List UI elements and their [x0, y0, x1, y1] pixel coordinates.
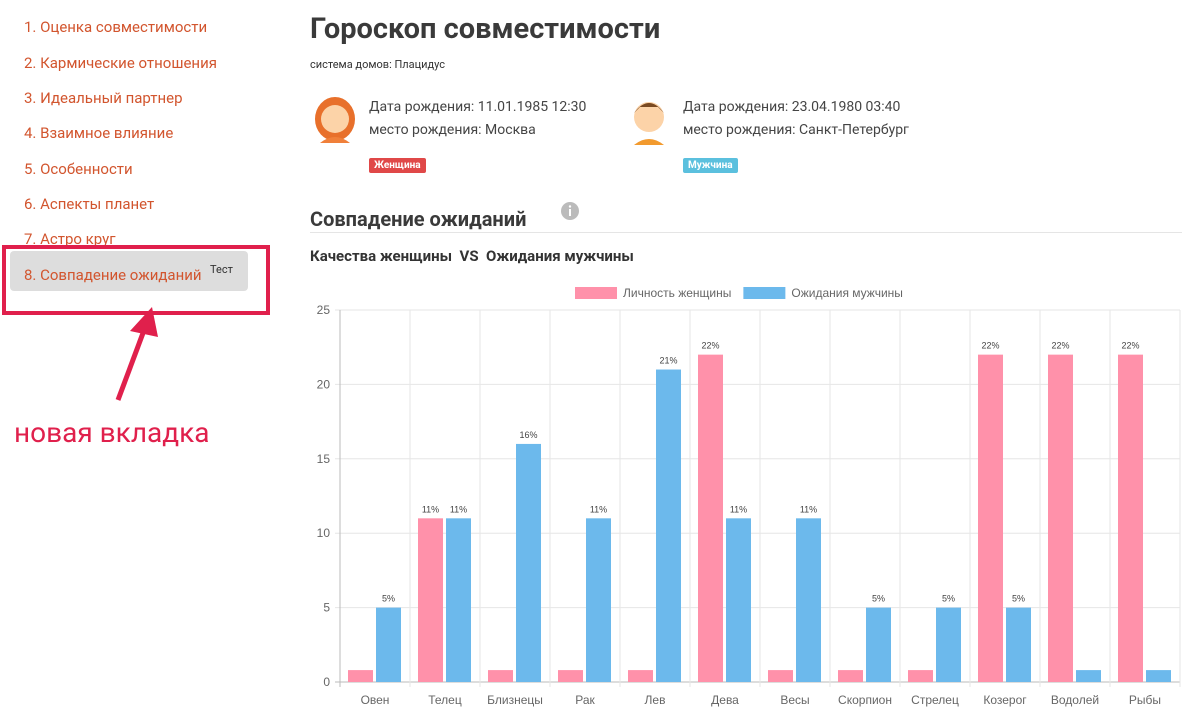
- arrow: [115, 307, 158, 401]
- x-tick-label: Рак: [575, 693, 595, 707]
- value-label: 21%: [659, 356, 677, 366]
- y-tick-label: 25: [317, 303, 331, 317]
- info-icon[interactable]: [560, 201, 580, 221]
- value-label: 11%: [590, 504, 607, 514]
- active-tab-bg: [10, 251, 248, 291]
- y-tick-label: 15: [317, 452, 331, 466]
- nav-item[interactable]: 4. Взаимное влияние: [24, 124, 174, 142]
- bar: [1006, 607, 1031, 682]
- nav-item[interactable]: 3. Идеальный партнер: [24, 89, 183, 107]
- bar: [628, 670, 653, 682]
- value-label: 11%: [450, 504, 467, 514]
- x-tick-label: Весы: [780, 693, 809, 707]
- divider: [310, 232, 1182, 233]
- x-tick-label: Дева: [711, 693, 739, 707]
- birth-place: место рождения: Санкт-Петербург: [683, 122, 909, 138]
- chart: 0 5 10 15 20 25 Личность женщины Ожидания мужчи…: [317, 286, 1181, 707]
- nav-item[interactable]: 5. Особенности: [24, 160, 133, 178]
- highlight-box: [2, 245, 270, 315]
- bar: [516, 443, 541, 682]
- legend-swatch: [743, 287, 786, 299]
- annotation: новая вкладка: [14, 416, 210, 449]
- nav-item[interactable]: 6. Аспекты планет: [24, 195, 155, 213]
- legend-label: Личность женщины: [623, 286, 731, 300]
- bar: [866, 607, 891, 682]
- bar: [796, 518, 821, 682]
- bar: [488, 670, 513, 682]
- nav-item[interactable]: 7. Астро круг: [24, 230, 116, 248]
- bar: [838, 670, 863, 682]
- x-tick-label: Близнецы: [487, 693, 543, 707]
- y-tick-label: 0: [323, 675, 330, 689]
- bar: [1118, 354, 1143, 682]
- x-tick-label: Лев: [645, 693, 666, 707]
- bar: [768, 670, 793, 682]
- value-label: 11%: [800, 504, 817, 514]
- nav-item[interactable]: 8. Совпадение ожиданий: [24, 266, 202, 284]
- chart-title: Качества женщины VS Ожидания мужчины: [310, 247, 634, 265]
- value-label: 11%: [730, 504, 747, 514]
- x-tick-label: Скорпион: [838, 693, 892, 707]
- page-title: Гороскоп совместимости: [310, 12, 661, 46]
- bar: [1146, 670, 1171, 682]
- y-tick-label: 10: [317, 526, 331, 540]
- avatar-woman: [315, 97, 355, 143]
- section-title: Совпадение ожиданий: [310, 207, 527, 231]
- bar: [726, 518, 751, 682]
- bar: [418, 518, 443, 682]
- x-tick-label: Овен: [361, 693, 390, 707]
- gender-badge: Мужчина: [683, 158, 738, 173]
- bar: [1076, 670, 1101, 682]
- x-tick-label: Стрелец: [911, 693, 959, 707]
- value-label: 22%: [701, 341, 719, 351]
- value-label: 16%: [519, 430, 537, 440]
- x-tick-label: Козерог: [983, 693, 1027, 707]
- legend-swatch: [575, 287, 617, 299]
- nav-item[interactable]: 2. Кармические отношения: [24, 54, 217, 72]
- bar: [936, 607, 961, 682]
- bar: [376, 607, 401, 682]
- x-tick-label: Водолей: [1051, 693, 1099, 707]
- value-label: 11%: [422, 504, 439, 514]
- bar: [558, 670, 583, 682]
- bar: [446, 518, 471, 682]
- nav-item[interactable]: 1. Оценка совместимости: [24, 18, 208, 36]
- birth-date: Дата рождения: 23.04.1980 03:40: [683, 99, 901, 115]
- x-tick-label: Рыбы: [1129, 693, 1161, 707]
- value-label: 22%: [981, 341, 999, 351]
- y-tick-label: 5: [323, 601, 330, 615]
- bar: [1048, 354, 1073, 682]
- value-label: 22%: [1051, 341, 1069, 351]
- value-label: 22%: [1121, 341, 1139, 351]
- bar: [586, 518, 611, 682]
- value-label: 5%: [382, 594, 395, 604]
- x-tick-label: Телец: [428, 693, 462, 707]
- bar: [348, 670, 373, 682]
- page-subtitle: система домов: Плацидус: [310, 58, 446, 71]
- birth-place: место рождения: Москва: [369, 122, 536, 138]
- bar: [908, 670, 933, 682]
- legend-label: Ожидания мужчины: [791, 286, 903, 300]
- bar: [698, 354, 723, 682]
- y-tick-label: 20: [317, 377, 331, 391]
- value-label: 5%: [942, 594, 955, 604]
- avatar-man: [634, 102, 664, 145]
- value-label: 5%: [1012, 594, 1025, 604]
- tab-badge: Тест: [210, 263, 233, 276]
- value-label: 5%: [872, 594, 885, 604]
- bar: [978, 354, 1003, 682]
- birth-date: Дата рождения: 11.01.1985 12:30: [369, 99, 587, 115]
- gender-badge: Женщина: [369, 158, 426, 173]
- bar: [656, 369, 681, 682]
